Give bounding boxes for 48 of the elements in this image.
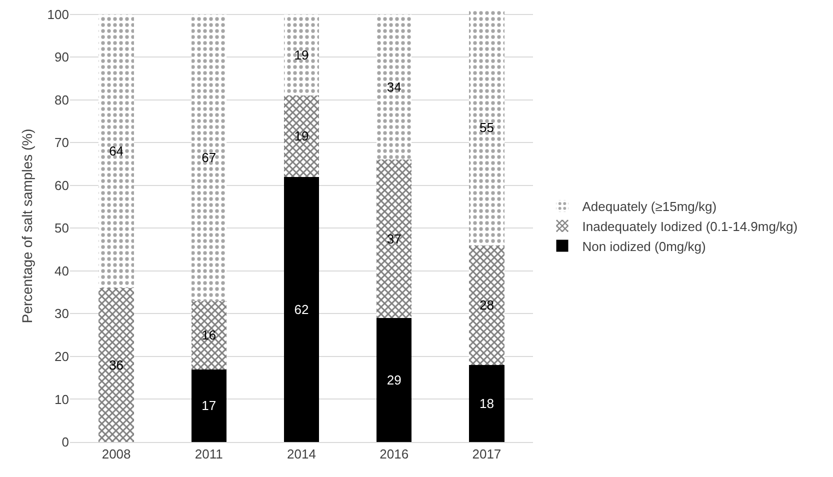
data-label: 64 <box>109 144 124 159</box>
text: Inadequately Iodized (0.1-14.9mg/kg) <box>582 218 798 234</box>
x-tick-label: 2014 <box>287 446 316 462</box>
bar <box>469 245 504 366</box>
bar <box>376 14 412 160</box>
y-tick-label: 60 <box>54 178 69 193</box>
data-label: 16 <box>202 328 216 343</box>
bar <box>376 318 412 442</box>
bar <box>191 300 226 370</box>
data-label: 28 <box>479 298 494 313</box>
bar <box>284 96 320 177</box>
bar <box>469 365 504 442</box>
data-label: 37 <box>386 231 402 246</box>
bar <box>191 369 226 442</box>
x-tick-label: 2008 <box>102 446 131 462</box>
y-tick-label: 100 <box>47 6 69 22</box>
y-axis-title: Percentage of salt samples (%) <box>19 128 35 324</box>
bar <box>98 288 134 442</box>
data-label: 29 <box>386 372 402 388</box>
bar <box>376 160 412 318</box>
data-label: 67 <box>202 150 216 166</box>
text: Adequately (≥15mg/kg) <box>582 199 717 214</box>
data-label: 36 <box>109 358 124 373</box>
y-tick-label: 0 <box>62 434 69 450</box>
bar <box>98 14 134 288</box>
x-tick-label: 2016 <box>380 446 409 462</box>
bar <box>284 176 320 442</box>
y-tick-label: 20 <box>54 349 69 364</box>
y-tick-label: 30 <box>54 306 69 322</box>
data-label: 18 <box>479 396 494 412</box>
data-label: 19 <box>294 128 309 144</box>
data-label: 55 <box>479 120 494 136</box>
x-tick-label: 2011 <box>194 446 223 462</box>
legend-label: Non iodized (0mg/kg) <box>582 238 706 254</box>
y-tick-label: 80 <box>54 92 69 108</box>
y-tick-label: 10 <box>54 392 69 407</box>
bar <box>284 14 320 96</box>
data-label: 34 <box>386 79 402 94</box>
bar <box>469 10 504 246</box>
x-tick-label: 2017 <box>472 446 502 462</box>
data-label: 17 <box>202 398 216 414</box>
data-label: 19 <box>294 47 309 62</box>
bar <box>191 14 226 301</box>
y-tick-label: 70 <box>54 135 69 150</box>
y-tick-label: 90 <box>54 50 69 65</box>
data-label: 62 <box>294 302 309 317</box>
y-tick-label: 50 <box>54 220 69 236</box>
y-tick-label: 40 <box>54 263 69 278</box>
